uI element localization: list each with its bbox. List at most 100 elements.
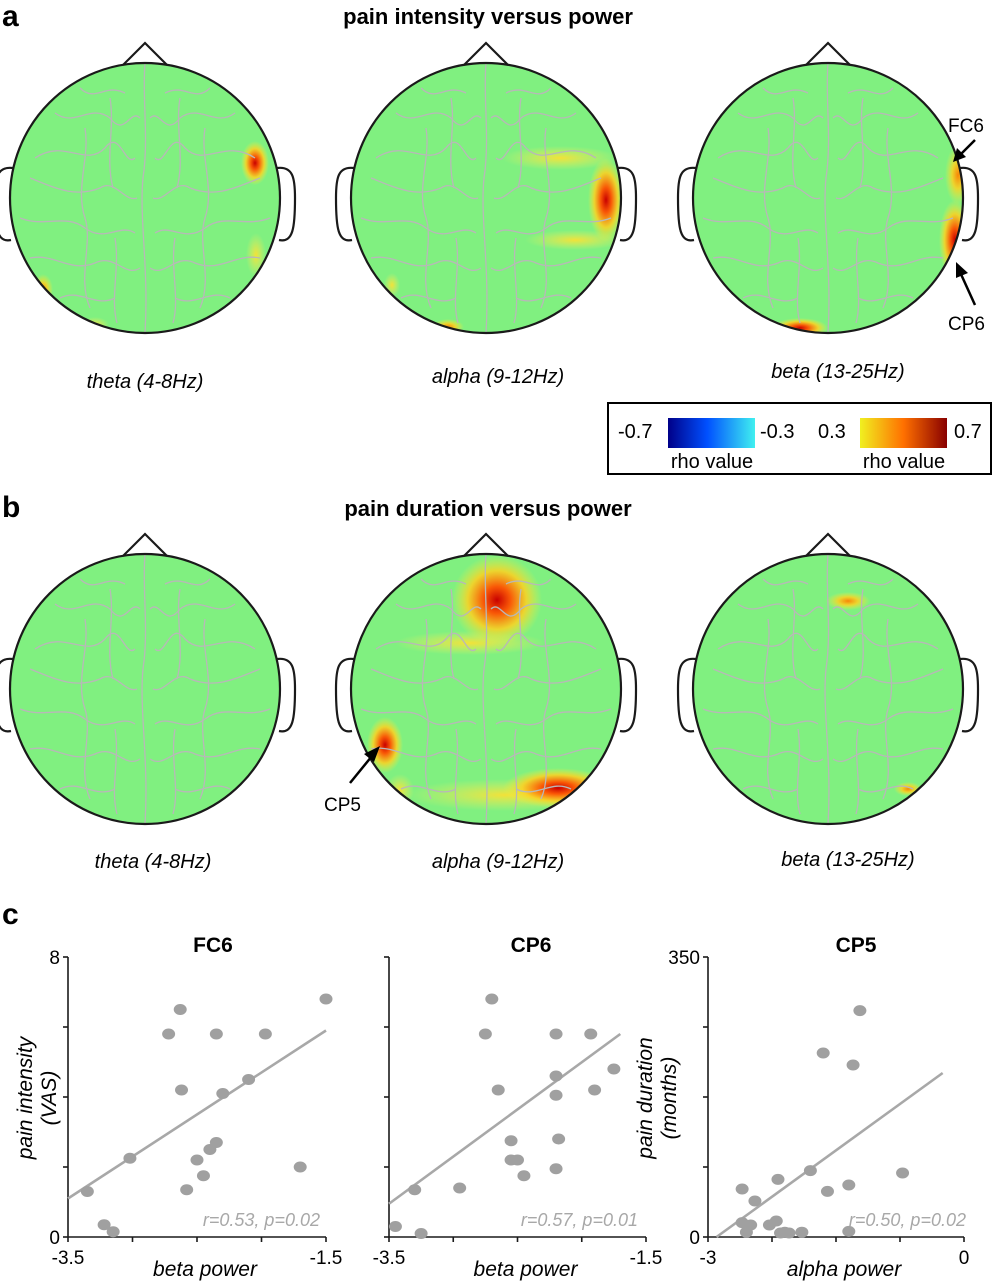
data-point xyxy=(607,1063,621,1075)
cp6-arrow-shaft xyxy=(958,271,977,306)
colorbar-pos-label: rho value xyxy=(863,451,945,473)
data-point xyxy=(549,1070,563,1082)
cp5-annotation: CP5 xyxy=(324,746,380,816)
regression-line xyxy=(67,1029,327,1200)
data-point xyxy=(319,993,333,1005)
data-point xyxy=(552,1133,566,1145)
scatter-cp6: CP6 -3.5 -1.5 beta power r=0.57, p=0.01 xyxy=(373,934,663,1281)
cp6-label: CP6 xyxy=(948,314,985,335)
band-label-a-beta: beta (13-25Hz) xyxy=(771,361,904,383)
colorbar-legend: -0.7 -0.3 rho value 0.3 0.7 rho value xyxy=(607,402,992,475)
y-tick-label: 0 xyxy=(49,1228,60,1249)
x-tick-label: -3.5 xyxy=(52,1248,85,1269)
band-label-b-alpha: alpha (9-12Hz) xyxy=(432,851,564,873)
data-point xyxy=(511,1154,524,1166)
fc6-annotation: FC6 xyxy=(948,116,984,162)
data-point xyxy=(820,1185,834,1197)
x-axis-label: beta power xyxy=(153,1258,258,1281)
scatter-fc6: FC6 0 8 -3.5 -1.5 beta power pain intensity(VA… xyxy=(14,934,342,1281)
data-point xyxy=(896,1167,910,1179)
topomap-b-beta xyxy=(676,532,980,826)
colorbar-neg-min: -0.7 xyxy=(618,421,652,443)
data-point xyxy=(478,1028,492,1040)
x-tick-label: 0 xyxy=(959,1248,970,1269)
panel-a-letter: a xyxy=(2,0,19,33)
x-tick-label: -3 xyxy=(700,1248,717,1269)
band-label-a-alpha: alpha (9-12Hz) xyxy=(432,366,564,388)
data-point xyxy=(485,993,499,1005)
data-point xyxy=(782,1227,796,1239)
data-point xyxy=(842,1225,856,1237)
data-point xyxy=(242,1074,256,1085)
y-axis-label: pain duration(months) xyxy=(634,1037,681,1159)
band-label-a-theta: theta (4-8Hz) xyxy=(87,371,204,393)
data-point xyxy=(795,1226,809,1238)
colorbar-neg-label: rho value xyxy=(671,451,753,473)
colorbar-pos-max: 0.7 xyxy=(954,421,982,443)
data-point xyxy=(80,1186,94,1197)
topomap-a-theta xyxy=(0,41,297,335)
cp6-annotation: CP6 xyxy=(948,262,985,335)
panel-a-title: pain intensity versus power xyxy=(343,4,633,29)
data-point xyxy=(173,1004,187,1015)
colorbar-negative-gradient xyxy=(668,418,755,448)
data-point xyxy=(584,1028,598,1040)
data-point xyxy=(196,1170,210,1182)
x-axis-label: alpha power xyxy=(787,1258,902,1281)
data-point xyxy=(216,1088,230,1099)
data-point xyxy=(549,1089,563,1101)
data-point xyxy=(175,1084,189,1096)
data-point xyxy=(504,1135,518,1147)
data-point xyxy=(735,1183,749,1195)
chart-title: CP6 xyxy=(511,934,552,957)
data-point xyxy=(209,1028,223,1040)
data-point xyxy=(842,1179,856,1191)
data-point xyxy=(549,1163,563,1175)
x-tick-label: -3.5 xyxy=(373,1248,406,1269)
cp5-label: CP5 xyxy=(324,795,361,816)
data-point xyxy=(549,1028,563,1040)
chart-title: FC6 xyxy=(193,934,233,957)
data-point xyxy=(106,1226,120,1238)
data-point xyxy=(846,1059,860,1071)
topomap-b-theta xyxy=(0,532,297,826)
panel-b-letter: b xyxy=(2,491,20,524)
x-axis-label: beta power xyxy=(474,1258,579,1281)
data-point xyxy=(744,1219,758,1231)
fc6-label: FC6 xyxy=(948,116,984,137)
panel-b-title: pain duration versus power xyxy=(344,496,632,521)
data-point xyxy=(748,1195,762,1207)
data-point xyxy=(180,1184,194,1196)
x-tick-label: -1.5 xyxy=(310,1248,343,1269)
y-tick-label: 350 xyxy=(668,948,700,969)
x-tick-label: -1.5 xyxy=(630,1248,663,1269)
cp5-arrow-shaft xyxy=(349,755,373,784)
topomap-a-beta xyxy=(676,41,980,335)
topomap-b-alpha xyxy=(334,532,638,826)
data-point xyxy=(453,1182,467,1194)
correlation-annotation: r=0.57, p=0.01 xyxy=(521,1210,638,1230)
regression-line xyxy=(715,1071,944,1239)
data-point xyxy=(491,1084,505,1096)
data-point xyxy=(123,1152,137,1164)
data-point xyxy=(293,1161,307,1173)
fc6-arrow-shaft xyxy=(959,139,976,156)
data-point xyxy=(853,1005,867,1017)
band-label-b-beta: beta (13-25Hz) xyxy=(781,849,914,871)
fc6-arrow-head xyxy=(953,148,966,162)
y-axis-label: pain intensity(VAS) xyxy=(14,1035,61,1160)
topomap-a-alpha xyxy=(334,41,638,335)
data-point xyxy=(162,1028,176,1040)
colorbar-pos-min: 0.3 xyxy=(818,421,846,443)
data-point xyxy=(190,1154,204,1166)
band-label-b-theta: theta (4-8Hz) xyxy=(95,851,212,873)
data-point xyxy=(771,1173,785,1185)
data-point xyxy=(769,1215,783,1227)
cp5-arrow-head xyxy=(364,746,380,762)
data-point xyxy=(97,1219,111,1231)
data-point xyxy=(408,1184,422,1196)
data-point xyxy=(414,1228,428,1239)
panel-c-letter: c xyxy=(2,898,19,931)
